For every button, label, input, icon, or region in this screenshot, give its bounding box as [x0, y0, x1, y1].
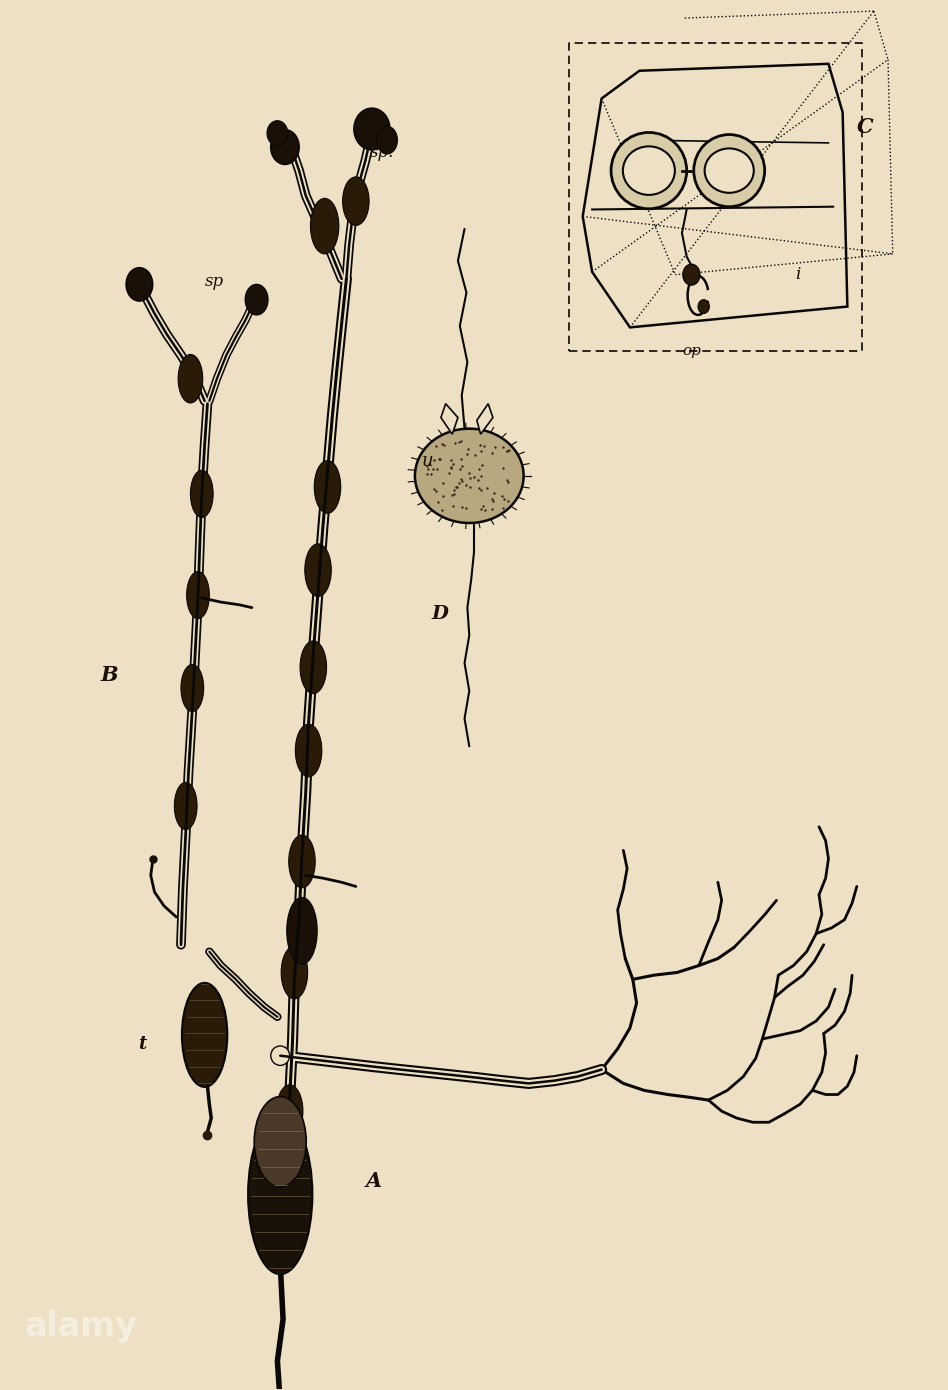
Ellipse shape	[246, 285, 268, 316]
Ellipse shape	[683, 264, 700, 285]
Text: alamy: alamy	[25, 1309, 137, 1343]
Ellipse shape	[178, 354, 203, 403]
Ellipse shape	[277, 1084, 303, 1137]
Ellipse shape	[301, 641, 326, 694]
Ellipse shape	[704, 149, 754, 193]
Text: C: C	[857, 117, 873, 138]
Ellipse shape	[376, 126, 397, 154]
Ellipse shape	[314, 460, 340, 513]
Ellipse shape	[623, 146, 675, 195]
Text: sp: sp	[205, 272, 224, 289]
Polygon shape	[441, 403, 458, 434]
Ellipse shape	[126, 268, 153, 302]
Ellipse shape	[254, 1097, 306, 1187]
Ellipse shape	[342, 177, 369, 225]
Ellipse shape	[282, 947, 308, 999]
Text: u: u	[422, 452, 433, 470]
Ellipse shape	[296, 724, 321, 777]
Text: t: t	[138, 1034, 147, 1052]
Ellipse shape	[191, 470, 213, 517]
Ellipse shape	[181, 664, 204, 712]
Ellipse shape	[698, 300, 709, 314]
Ellipse shape	[174, 783, 197, 830]
Text: A: A	[365, 1172, 381, 1191]
Text: D: D	[431, 605, 448, 623]
Text: B: B	[100, 666, 118, 685]
Ellipse shape	[187, 571, 210, 619]
Text: i: i	[795, 265, 801, 282]
Polygon shape	[477, 403, 493, 434]
Ellipse shape	[311, 199, 338, 254]
Ellipse shape	[271, 1045, 290, 1065]
Ellipse shape	[182, 983, 228, 1087]
Ellipse shape	[305, 543, 331, 596]
Text: sp.: sp.	[370, 143, 394, 161]
Ellipse shape	[289, 835, 315, 888]
Ellipse shape	[287, 898, 317, 965]
Ellipse shape	[611, 132, 686, 208]
Ellipse shape	[267, 121, 288, 146]
Ellipse shape	[415, 428, 523, 523]
Ellipse shape	[271, 129, 300, 164]
Ellipse shape	[248, 1115, 313, 1275]
Ellipse shape	[694, 135, 765, 207]
Text: op: op	[682, 345, 701, 359]
Ellipse shape	[354, 108, 390, 150]
